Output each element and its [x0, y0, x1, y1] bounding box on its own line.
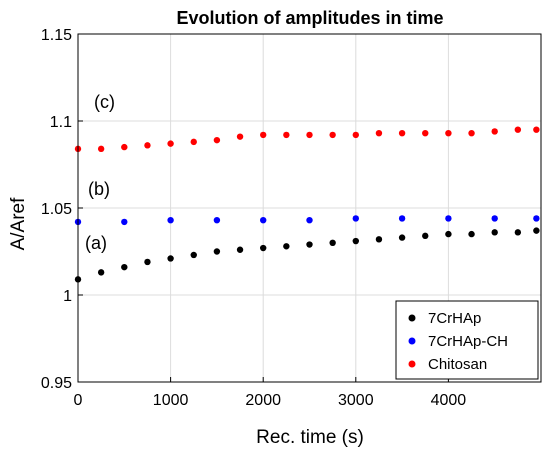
data-point — [190, 138, 197, 146]
data-point — [329, 131, 336, 139]
data-point — [306, 216, 313, 224]
data-point — [97, 145, 105, 153]
data-point — [306, 131, 313, 139]
data-point — [398, 129, 406, 137]
data-point — [533, 215, 540, 222]
data-point — [445, 129, 452, 137]
data-point — [491, 128, 498, 135]
data-point — [283, 131, 290, 139]
y-tick-label: 1.15 — [41, 27, 72, 44]
data-point — [260, 131, 267, 139]
y-tick-label: 1.05 — [41, 201, 72, 218]
data-point — [491, 229, 498, 236]
legend-marker — [408, 337, 416, 345]
data-point — [491, 215, 498, 222]
data-point — [352, 237, 359, 245]
legend-label: 7CrHAp — [428, 310, 481, 327]
data-point — [468, 230, 475, 238]
data-point — [445, 230, 452, 238]
x-tick-label: 3000 — [338, 392, 374, 409]
legend-label: Chitosan — [428, 356, 487, 373]
data-point — [375, 129, 383, 137]
data-point — [445, 215, 452, 222]
data-point — [260, 216, 267, 224]
data-point — [306, 241, 313, 248]
data-point — [167, 255, 174, 262]
data-point — [514, 126, 522, 133]
x-tick-label: 1000 — [153, 392, 189, 409]
data-point — [144, 142, 151, 149]
data-point — [422, 129, 429, 137]
data-point — [167, 140, 174, 147]
data-point — [121, 143, 128, 151]
series-annotation: (b) — [88, 179, 110, 199]
x-tick-label: 2000 — [245, 392, 281, 409]
data-point — [213, 248, 221, 255]
legend-marker — [408, 314, 416, 322]
series-annotation: (c) — [94, 92, 115, 112]
data-point — [144, 258, 151, 266]
data-points — [74, 126, 540, 283]
legend: 7CrHAp 7CrHAp-CH Chitosan — [395, 300, 539, 380]
data-point — [213, 216, 221, 224]
series-1 — [74, 215, 540, 226]
data-point — [375, 236, 383, 243]
series-annotations: (a) (b) (c) — [85, 92, 115, 253]
x-tick-label: 4000 — [431, 392, 467, 409]
data-point — [533, 126, 540, 133]
data-point — [352, 131, 359, 139]
data-point — [422, 232, 429, 240]
data-point — [121, 263, 128, 271]
y-axis-label: A/Aref — [8, 197, 29, 251]
data-point — [236, 133, 244, 140]
data-point — [283, 243, 290, 250]
y-tick-label: 0.95 — [41, 375, 72, 392]
data-point — [398, 215, 406, 222]
y-tick-label: 1 — [63, 288, 72, 305]
series-0 — [74, 227, 540, 283]
data-point — [533, 227, 540, 234]
series-annotation: (a) — [85, 233, 107, 253]
data-point — [190, 251, 197, 259]
legend-marker — [408, 360, 416, 368]
x-tick-label: 0 — [74, 392, 83, 409]
data-point — [468, 129, 475, 137]
data-point — [352, 215, 359, 222]
data-point — [236, 246, 244, 253]
data-point — [213, 136, 221, 144]
data-point — [514, 229, 522, 236]
chart-title: Evolution of amplitudes in time — [176, 8, 443, 28]
data-point — [260, 244, 267, 252]
x-axis-label: Rec. time (s) — [256, 427, 364, 448]
axis-ticks: 0 1000 2000 3000 4000 0.95 1 1.05 1.1 1.15 — [41, 27, 466, 409]
y-tick-label: 1.1 — [50, 114, 72, 131]
data-point — [121, 218, 128, 226]
data-point — [329, 239, 336, 246]
data-point — [97, 269, 105, 276]
data-point — [167, 216, 174, 224]
series-2 — [74, 126, 540, 153]
legend-box — [395, 300, 539, 380]
legend-label: 7CrHAp-CH — [428, 333, 508, 350]
data-point — [398, 234, 406, 241]
